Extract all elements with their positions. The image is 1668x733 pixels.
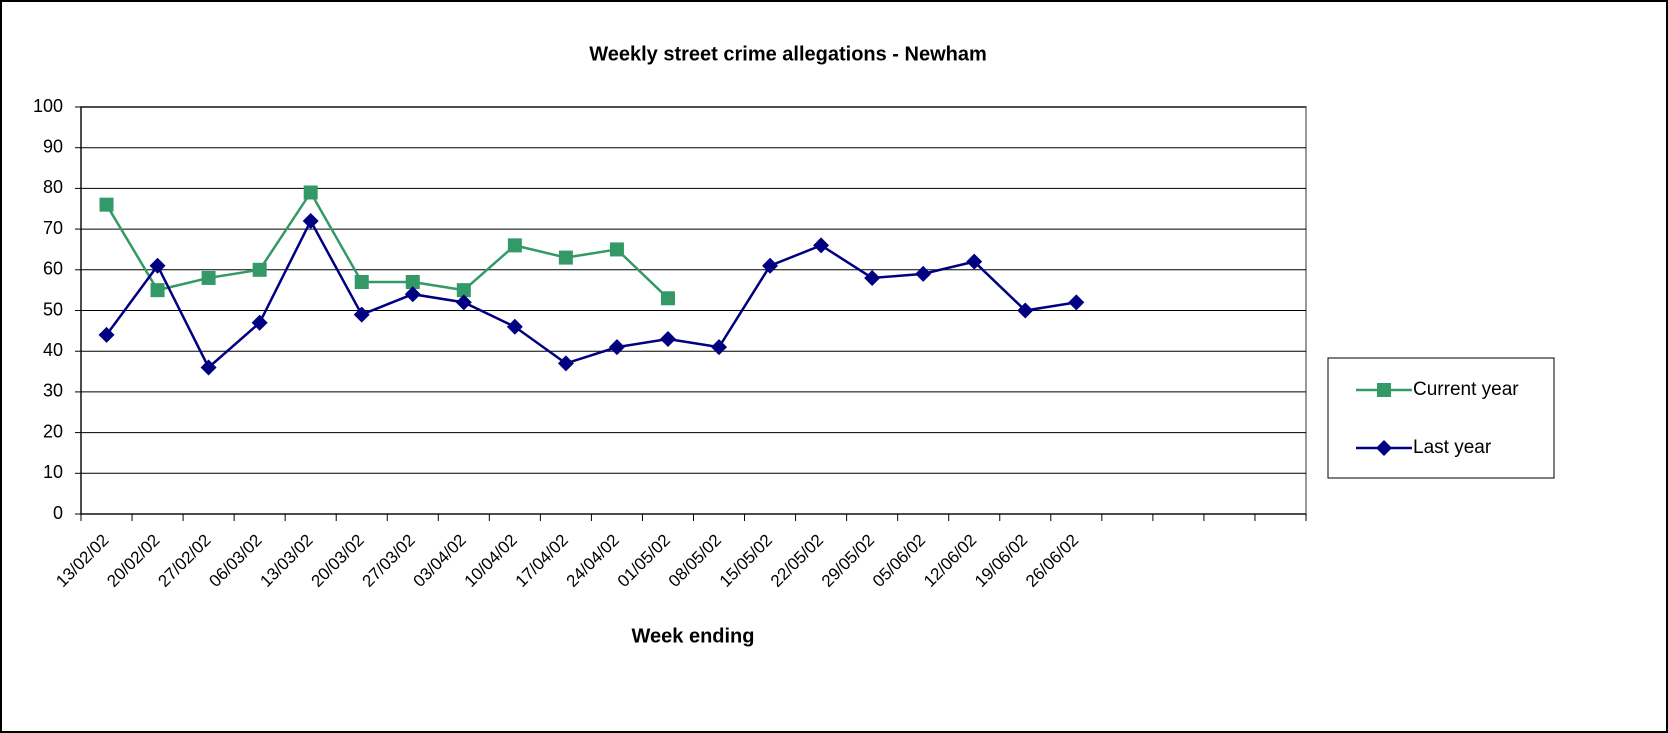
data-point	[404, 286, 421, 303]
legend	[1327, 357, 1555, 479]
data-point	[915, 265, 932, 282]
series-line	[105, 190, 669, 300]
legend-marker	[1376, 440, 1392, 456]
data-point	[558, 250, 573, 265]
data-point	[150, 283, 165, 298]
data-point	[354, 275, 369, 290]
data-point	[711, 339, 728, 356]
y-tick-label: 0	[53, 503, 63, 523]
data-point	[149, 257, 166, 274]
data-point	[252, 262, 267, 277]
data-point	[966, 253, 983, 270]
chart-title: Weekly street crime allegations - Newham	[589, 43, 987, 65]
y-tick-label: 40	[43, 340, 63, 360]
data-point	[608, 339, 625, 356]
data-point	[98, 326, 115, 343]
data-point	[507, 238, 522, 253]
data-point	[302, 212, 319, 229]
y-tick-label: 60	[43, 259, 63, 279]
y-tick-label: 50	[43, 299, 63, 319]
data-point	[200, 359, 217, 376]
x-axis-title: Week ending	[632, 625, 755, 647]
legend-marker	[1377, 383, 1391, 397]
data-point	[609, 242, 624, 257]
data-point	[303, 185, 318, 200]
data-point	[201, 270, 216, 285]
y-tick-label: 100	[33, 96, 63, 116]
y-tick-label: 10	[43, 462, 63, 482]
data-point	[456, 283, 471, 298]
data-point	[455, 294, 472, 311]
data-point	[864, 269, 881, 286]
data-point	[557, 355, 574, 372]
y-tick-label: 70	[43, 218, 63, 238]
data-point	[813, 237, 830, 254]
data-point	[1068, 294, 1085, 311]
series-line	[105, 218, 1077, 370]
data-point	[251, 314, 268, 331]
y-tick-label: 80	[43, 177, 63, 197]
data-point	[99, 197, 114, 212]
data-point	[762, 257, 779, 274]
data-point	[506, 318, 523, 335]
data-point	[660, 291, 675, 306]
data-point	[659, 330, 676, 347]
legend-label: Last year	[1413, 437, 1492, 458]
y-tick-label: 30	[43, 381, 63, 401]
data-point	[405, 275, 420, 290]
data-point	[1017, 302, 1034, 319]
y-tick-label: 90	[43, 136, 63, 156]
data-point	[353, 306, 370, 323]
y-tick-label: 20	[43, 421, 63, 441]
legend-label: Current year	[1413, 379, 1519, 400]
